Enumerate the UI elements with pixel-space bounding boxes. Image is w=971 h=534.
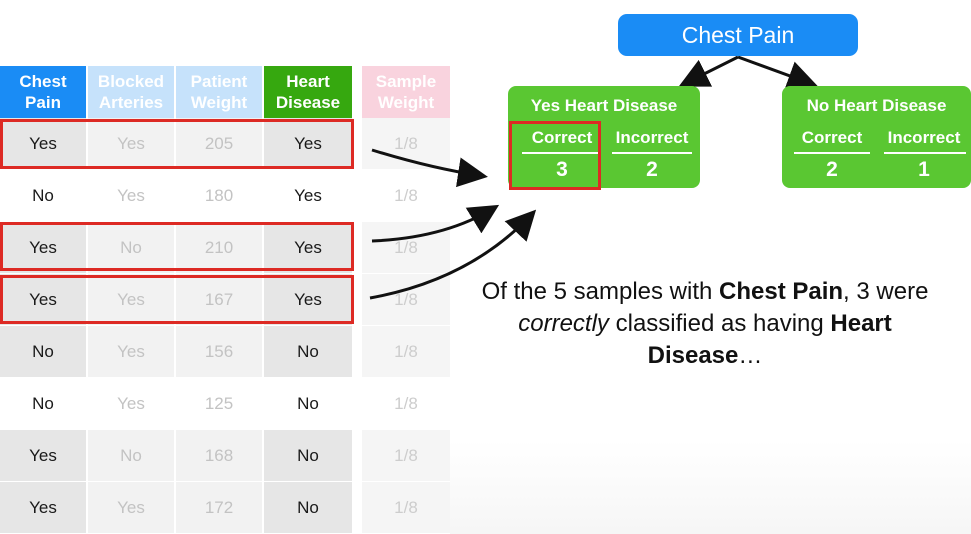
sample-weight-cell: 1/8 bbox=[362, 482, 450, 533]
heart-disease-cell: Yes bbox=[294, 185, 322, 205]
patient-weight-cell: 180 bbox=[204, 185, 234, 205]
header-heart-disease: Heart Disease bbox=[264, 66, 352, 118]
chest-pain-cell: Yes bbox=[0, 222, 86, 273]
leaf-title: Yes Heart Disease bbox=[530, 96, 678, 115]
header-patient-weight: Patient Weight bbox=[176, 66, 262, 118]
chest-pain-cell: No bbox=[32, 185, 54, 205]
chest-pain-cell: Yes bbox=[0, 274, 86, 325]
blocked-arteries-cell: No bbox=[88, 222, 174, 273]
correct-count: 2 bbox=[826, 158, 838, 181]
underline bbox=[794, 152, 870, 154]
header-sample-weight: Sample Weight bbox=[362, 66, 450, 118]
highlight-row-3 bbox=[0, 222, 354, 271]
correct-label: Correct bbox=[531, 128, 593, 147]
heart-disease-cell: No bbox=[297, 393, 319, 413]
chest-pain-cell: Yes bbox=[0, 430, 86, 481]
sample-weight-cell: 1/8 bbox=[362, 430, 450, 481]
heart-disease-cell: Yes bbox=[264, 118, 352, 169]
highlight-correct bbox=[509, 121, 601, 190]
highlight-row-4 bbox=[0, 275, 354, 324]
patient-weight-cell: 205 bbox=[176, 118, 262, 169]
heart-disease-cell: No bbox=[264, 430, 352, 481]
underline bbox=[612, 152, 692, 154]
tree-branch-right bbox=[737, 55, 818, 90]
patient-weight-cell: 125 bbox=[204, 393, 234, 413]
chest-pain-cell: Yes bbox=[0, 482, 86, 533]
heart-disease-cell: No bbox=[264, 326, 352, 377]
tree-branch-left bbox=[678, 55, 739, 87]
underline bbox=[522, 152, 600, 154]
blocked-arteries-cell: Yes bbox=[117, 393, 145, 413]
sample-weight-cell: 1/8 bbox=[362, 222, 450, 273]
header-chest-pain: Chest Pain bbox=[0, 66, 86, 118]
leaf-yes-heart-disease: Yes Heart Disease Correct Incorrect 3 2 bbox=[508, 86, 700, 188]
blocked-arteries-cell: Yes bbox=[88, 482, 174, 533]
arrow-row-1 bbox=[371, 148, 488, 188]
patient-weight-cell: 172 bbox=[176, 482, 262, 533]
caption: Of the 5 samples with Chest Pain, 3 were… bbox=[481, 278, 929, 369]
leaf-no-heart-disease: No Heart Disease Correct Incorrect 2 1 bbox=[782, 86, 971, 188]
sample-weight-cell: 1/8 bbox=[362, 274, 450, 325]
patient-weight-cell: 210 bbox=[176, 222, 262, 273]
bottom-fade bbox=[450, 440, 971, 534]
incorrect-label: Incorrect bbox=[615, 128, 689, 147]
heart-disease-cell: Yes bbox=[264, 222, 352, 273]
chest-pain-cell: No bbox=[32, 393, 54, 413]
blocked-arteries-cell: No bbox=[88, 430, 174, 481]
sample-weight-cell: 1/8 bbox=[394, 393, 418, 413]
chest-pain-cell: No bbox=[0, 326, 86, 377]
blocked-arteries-cell: Yes bbox=[88, 118, 174, 169]
arrow-row-4 bbox=[369, 209, 537, 300]
patient-weight-cell: 168 bbox=[176, 430, 262, 481]
patient-weight-cell: 167 bbox=[176, 274, 262, 325]
patient-weight-cell: 156 bbox=[176, 326, 262, 377]
incorrect-count: 1 bbox=[918, 158, 930, 181]
heart-disease-cell: No bbox=[264, 482, 352, 533]
root-node: Chest Pain bbox=[618, 14, 858, 56]
arrow-row-3 bbox=[371, 204, 500, 243]
blocked-arteries-cell: Yes bbox=[88, 326, 174, 377]
correct-label: Correct bbox=[801, 128, 863, 147]
header-blocked-arteries: Blocked Arteries bbox=[88, 66, 174, 118]
chest-pain-cell: Yes bbox=[0, 118, 86, 169]
highlight-row-1 bbox=[0, 119, 354, 169]
sample-weight-cell: 1/8 bbox=[362, 326, 450, 377]
leaf-title: No Heart Disease bbox=[806, 96, 947, 115]
incorrect-count: 2 bbox=[646, 158, 658, 181]
sample-weight-cell: 1/8 bbox=[394, 185, 418, 205]
heart-disease-cell: Yes bbox=[264, 274, 352, 325]
blocked-arteries-cell: Yes bbox=[88, 274, 174, 325]
correct-count: 3 bbox=[556, 158, 568, 181]
blocked-arteries-cell: Yes bbox=[117, 185, 145, 205]
incorrect-label: Incorrect bbox=[887, 128, 961, 147]
underline bbox=[884, 152, 966, 154]
